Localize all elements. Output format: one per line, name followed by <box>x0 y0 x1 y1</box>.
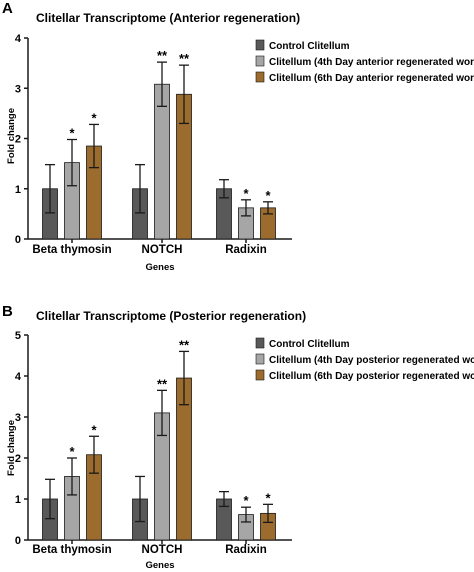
significance-marker: * <box>69 126 75 141</box>
legend-swatch <box>255 55 265 67</box>
legend-label: Clitellum (4th Day posterior regenerated… <box>269 355 474 366</box>
legend-swatch <box>255 337 265 349</box>
significance-marker: * <box>69 444 75 459</box>
panel-a-title: Clitellar Transcriptome (Anterior regene… <box>36 11 300 25</box>
significance-marker: ** <box>179 337 190 352</box>
y-tick-label: 5 <box>15 330 21 342</box>
significance-marker: * <box>91 110 97 125</box>
legend-swatch <box>255 353 265 365</box>
legend-label: Clitellum (4th Day anterior regenerated … <box>269 57 474 68</box>
y-tick-label: 1 <box>15 494 21 506</box>
y-tick-label: 3 <box>15 412 21 424</box>
y-tick-label: 4 <box>15 33 22 45</box>
legend-swatch <box>255 39 265 51</box>
y-tick-label: 0 <box>15 234 21 246</box>
significance-marker: ** <box>179 51 190 66</box>
legend-label: Clitellum (6th Day posterior regenerated… <box>269 371 474 382</box>
y-tick-label: 1 <box>15 184 21 196</box>
significance-marker: * <box>243 186 249 201</box>
significance-marker: ** <box>157 376 168 391</box>
category-label: NOTCH <box>142 244 183 256</box>
panel-a-label: A <box>2 0 13 17</box>
category-label: NOTCH <box>142 544 183 556</box>
category-label: Radixin <box>225 244 267 256</box>
panel-b-label: B <box>2 303 13 320</box>
y-tick-label: 2 <box>15 134 21 146</box>
significance-marker: * <box>243 493 249 508</box>
bar <box>154 83 170 240</box>
panel-b-title: Clitellar Transcriptome (Posterior regen… <box>36 309 306 323</box>
panel-a-xlabel: Genes <box>145 262 174 273</box>
category-label: Radixin <box>225 544 267 556</box>
panel-b-xlabel: Genes <box>145 560 174 571</box>
panel-a-ylabel: Fold change <box>6 108 17 164</box>
significance-marker: ** <box>157 48 168 63</box>
panel-b-ylabel: Fold change <box>6 420 17 476</box>
y-tick-label: 2 <box>15 453 21 465</box>
significance-marker: * <box>265 490 271 505</box>
category-label: Beta thymosin <box>32 244 111 256</box>
legend-swatch <box>255 369 265 381</box>
legend-label: Control Clitellum <box>269 339 350 350</box>
significance-marker: * <box>265 188 271 203</box>
y-tick-label: 0 <box>15 535 21 547</box>
y-tick-label: 3 <box>15 83 21 95</box>
significance-marker: * <box>91 422 97 437</box>
legend-label: Clitellum (6th Day anterior regenerated … <box>269 73 474 84</box>
legend-label: Control Clitellum <box>269 41 350 52</box>
category-label: Beta thymosin <box>32 544 111 556</box>
y-tick-label: 4 <box>15 371 22 383</box>
legend-swatch <box>255 71 265 83</box>
